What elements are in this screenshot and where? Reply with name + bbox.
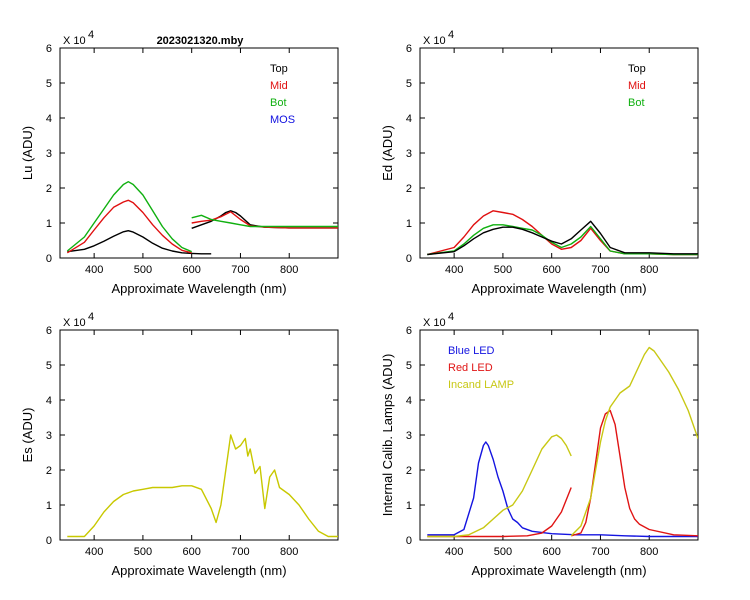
y-tick-label: 2 xyxy=(406,183,412,195)
y-multiplier: X 10 xyxy=(423,35,446,47)
chart-title: 2023021320.mby xyxy=(157,35,245,47)
x-axis-title: Approximate Wavelength (nm) xyxy=(471,563,646,578)
y-tick-label: 4 xyxy=(406,113,412,125)
y-tick-label: 6 xyxy=(406,325,412,337)
y-multiplier: X 10 xyxy=(423,317,446,329)
series-line-mid xyxy=(427,210,698,256)
y-tick-label: 1 xyxy=(46,500,52,512)
series-line-incand-lamp xyxy=(570,346,698,537)
y-multiplier: X 10 xyxy=(63,35,86,47)
y-tick-label: 1 xyxy=(46,218,52,230)
series-line-incand-lamp xyxy=(427,434,572,538)
legend-label-mid: Mid xyxy=(270,80,288,92)
y-tick-label: 3 xyxy=(46,430,52,442)
y-axis-title: Lu (ADU) xyxy=(20,126,35,180)
x-tick-label: 400 xyxy=(445,546,463,558)
y-tick-label: 4 xyxy=(46,395,52,407)
legend-label-bot: Bot xyxy=(270,97,287,109)
x-tick-label: 600 xyxy=(183,264,201,276)
y-tick-label: 6 xyxy=(46,43,52,55)
x-tick-label: 800 xyxy=(640,264,658,276)
legend-label-mid: Mid xyxy=(628,80,646,92)
series-line-red-led xyxy=(427,487,572,538)
y-multiplier: X 10 xyxy=(63,317,86,329)
x-tick-label: 800 xyxy=(280,546,298,558)
x-axis-title: Approximate Wavelength (nm) xyxy=(111,281,286,296)
y-tick-label: 0 xyxy=(406,253,412,265)
x-tick-label: 400 xyxy=(85,264,103,276)
y-tick-label: 0 xyxy=(46,253,52,265)
x-axis-title: Approximate Wavelength (nm) xyxy=(471,281,646,296)
y-tick-label: 1 xyxy=(406,218,412,230)
legend-label-red-led: Red LED xyxy=(448,362,493,374)
y-tick-label: 3 xyxy=(406,148,412,160)
y-tick-label: 0 xyxy=(406,535,412,547)
series-line-red-led xyxy=(571,409,698,537)
y-multiplier-exponent: 4 xyxy=(88,29,94,41)
x-tick-label: 500 xyxy=(494,264,512,276)
x-tick-label: 500 xyxy=(134,264,152,276)
x-tick-label: 500 xyxy=(134,546,152,558)
x-axis-title: Approximate Wavelength (nm) xyxy=(111,563,286,578)
y-tick-label: 2 xyxy=(46,183,52,195)
y-tick-label: 2 xyxy=(406,465,412,477)
x-tick-label: 600 xyxy=(543,546,561,558)
series-line-bot xyxy=(427,224,698,256)
y-tick-label: 5 xyxy=(46,78,52,90)
x-tick-label: 700 xyxy=(231,264,249,276)
series-line-blue-led xyxy=(427,441,698,538)
y-tick-label: 4 xyxy=(46,113,52,125)
legend-label-incand-lamp: Incand LAMP xyxy=(448,379,514,391)
y-tick-label: 5 xyxy=(46,360,52,372)
y-tick-label: 1 xyxy=(406,500,412,512)
y-tick-label: 5 xyxy=(406,360,412,372)
x-tick-label: 800 xyxy=(280,264,298,276)
series-line-mid xyxy=(66,199,192,254)
legend-label-top: Top xyxy=(270,63,288,75)
x-tick-label: 500 xyxy=(494,546,512,558)
y-axis-title: Internal Calib. Lamps (ADU) xyxy=(380,354,395,517)
x-tick-label: 600 xyxy=(183,546,201,558)
plot-frame xyxy=(419,47,699,259)
series-line-bot xyxy=(191,214,338,228)
y-tick-label: 3 xyxy=(406,430,412,442)
legend-label-bot: Bot xyxy=(628,97,645,109)
y-axis-title: Ed (ADU) xyxy=(380,125,395,181)
x-tick-label: 700 xyxy=(591,546,609,558)
x-tick-label: 600 xyxy=(543,264,561,276)
series-line-mid xyxy=(191,211,338,229)
y-multiplier-exponent: 4 xyxy=(448,29,454,41)
series-line-top xyxy=(427,220,698,256)
x-tick-label: 400 xyxy=(85,546,103,558)
y-multiplier-exponent: 4 xyxy=(88,311,94,323)
x-tick-label: 800 xyxy=(640,546,658,558)
x-tick-label: 700 xyxy=(591,264,609,276)
y-tick-label: 2 xyxy=(46,465,52,477)
plot-frame xyxy=(59,329,339,541)
y-tick-label: 5 xyxy=(406,78,412,90)
series-line-bot xyxy=(66,181,192,253)
legend-label-blue-led: Blue LED xyxy=(448,345,495,357)
legend-label-top: Top xyxy=(628,63,646,75)
series-line-es xyxy=(67,434,338,538)
y-multiplier-exponent: 4 xyxy=(448,311,454,323)
y-tick-label: 6 xyxy=(46,325,52,337)
y-tick-label: 3 xyxy=(46,148,52,160)
legend-label-mos: MOS xyxy=(270,114,295,126)
x-tick-label: 400 xyxy=(445,264,463,276)
y-tick-label: 6 xyxy=(406,43,412,55)
series-line-top xyxy=(67,230,212,255)
y-axis-title: Es (ADU) xyxy=(20,408,35,463)
y-tick-label: 0 xyxy=(46,535,52,547)
y-tick-label: 4 xyxy=(406,395,412,407)
x-tick-label: 700 xyxy=(231,546,249,558)
